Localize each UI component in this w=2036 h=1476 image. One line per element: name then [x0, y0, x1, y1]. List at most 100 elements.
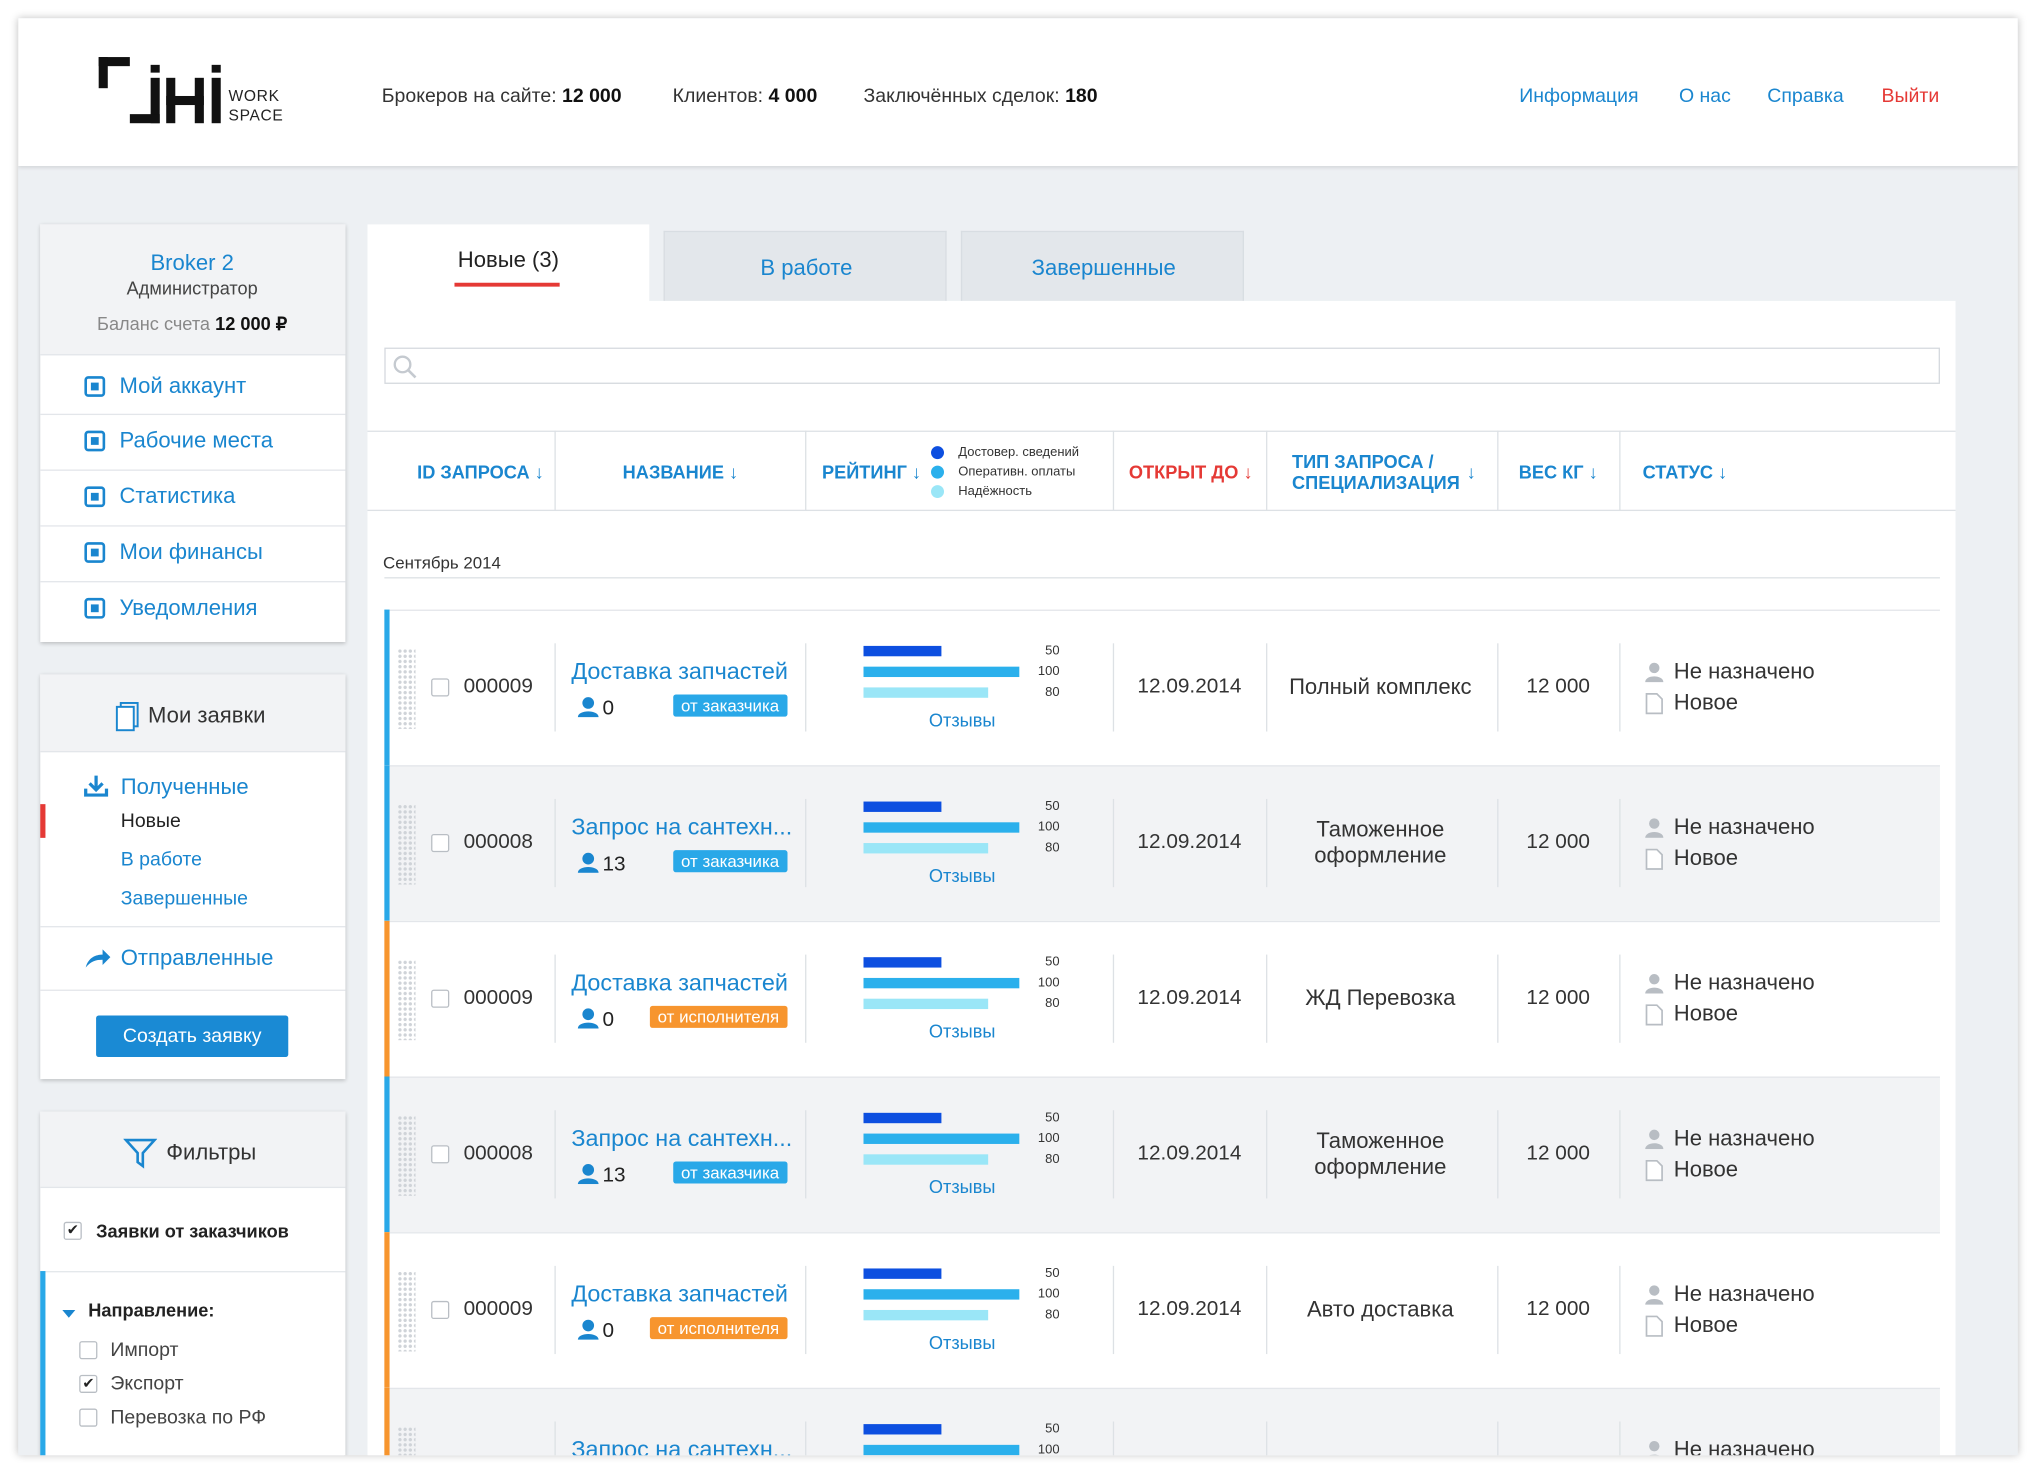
column-header[interactable]: РЕЙТИНГ ↓: [822, 462, 921, 483]
menu-item[interactable]: Мой аккаунт: [119, 373, 247, 399]
stat: Заключённых сделок: 180: [864, 85, 1098, 107]
request-title[interactable]: Доставка запчастей: [571, 658, 788, 685]
menu-item[interactable]: Рабочие места: [119, 428, 274, 453]
cell-divider: [1112, 798, 1115, 888]
request-title[interactable]: Запрос на сантехн...: [571, 1436, 793, 1456]
column-header[interactable]: НАЗВАНИЕ ↓: [623, 462, 738, 483]
icon-part: [1649, 662, 1660, 674]
received-sub-item[interactable]: Новые: [120, 809, 181, 833]
checkbox[interactable]: [431, 1300, 450, 1320]
nav-link[interactable]: О нас: [1678, 84, 1731, 108]
checkbox[interactable]: [79, 1341, 98, 1360]
nav-link[interactable]: Справка: [1767, 84, 1844, 108]
checkbox[interactable]: [431, 1145, 450, 1164]
drag-handle[interactable]: [397, 804, 416, 885]
column-header[interactable]: ВЕС КГ ↓: [1519, 462, 1598, 483]
received-link[interactable]: Полученные: [120, 774, 249, 799]
tab[interactable]: Завершенные: [960, 230, 1244, 301]
reviews-link[interactable]: Отзывы: [928, 865, 996, 886]
status: Новое: [1673, 1156, 1739, 1182]
request-title[interactable]: Доставка запчастей: [571, 969, 788, 996]
checkbox[interactable]: [431, 678, 450, 697]
create-button[interactable]: Создать заявку: [96, 1015, 289, 1058]
balance-label: Баланс счета: [97, 313, 211, 334]
column-header[interactable]: ОТКРЫТ ДО ↓: [1129, 462, 1253, 483]
received-sub-item[interactable]: Завершенные: [120, 887, 248, 910]
check-mark: ✔: [66, 1223, 79, 1239]
received-sub-item[interactable]: В работе: [120, 848, 202, 871]
cell-divider: [805, 1421, 807, 1456]
filters-header: [40, 1111, 346, 1189]
drag-handle[interactable]: [397, 959, 416, 1041]
rating-bar: [863, 977, 1020, 989]
request-title[interactable]: Запрос на сантехн...: [571, 1125, 793, 1152]
nav-link[interactable]: Выйти: [1881, 84, 1940, 108]
tab[interactable]: В работе: [663, 230, 947, 301]
balance: Баланс счета 12 000 ₽: [97, 313, 287, 335]
responses-count: 0: [602, 1009, 615, 1032]
drag-handle[interactable]: [397, 648, 416, 729]
sent-link[interactable]: Отправленные: [120, 945, 274, 971]
column-label: ID ЗАПРОСА: [417, 461, 530, 483]
row-accent: [384, 765, 390, 921]
rating-bar: [863, 1154, 989, 1165]
checkbox[interactable]: [79, 1408, 98, 1427]
reviews-link[interactable]: Отзывы: [928, 1020, 996, 1042]
column-label[interactable]: ТИП ЗАПРОСА / СПЕЦИАЛИЗАЦИЯ: [1292, 451, 1460, 493]
request-title[interactable]: Доставка запчастей: [571, 1280, 788, 1307]
stat-label: Брокеров на сайте:: [381, 84, 557, 108]
checkbox[interactable]: ✔: [63, 1221, 82, 1240]
search-box[interactable]: [384, 347, 1940, 384]
drag-handle[interactable]: [397, 1426, 416, 1456]
header-bar: [18, 18, 2018, 167]
icon-part: [84, 597, 106, 619]
rating-value: 50: [1045, 955, 1060, 970]
cell-divider: [805, 954, 807, 1043]
checkbox[interactable]: [431, 833, 450, 853]
assignee-icon: [1644, 661, 1665, 683]
request-title[interactable]: Запрос на сантехн...: [571, 813, 793, 840]
menu-item[interactable]: Уведомления: [119, 595, 258, 620]
sort-arrow: ↓: [911, 461, 922, 483]
tab[interactable]: Новые (3): [367, 224, 650, 305]
icon-part: [1645, 1159, 1663, 1182]
checkbox[interactable]: [431, 989, 450, 1008]
column-label: СТАТУС: [1642, 461, 1714, 483]
stat: Брокеров на сайте: 12 000: [382, 85, 622, 107]
cell-divider: [1619, 1265, 1621, 1355]
request-type: Таможенное оформление: [1314, 817, 1447, 868]
reviews-link[interactable]: Отзывы: [928, 1176, 996, 1198]
table-row: [384, 765, 1940, 921]
drag-handle[interactable]: [397, 1115, 416, 1196]
icon-part: [211, 77, 221, 124]
column-label: РЕЙТИНГ: [821, 461, 907, 483]
menu-item[interactable]: Мои финансы: [119, 539, 263, 565]
reviews-link[interactable]: Отзывы: [928, 709, 996, 731]
status: Новое: [1673, 845, 1739, 871]
drag-handle[interactable]: [397, 1271, 416, 1352]
cell-divider: [1497, 1421, 1499, 1456]
menu-icon: [83, 485, 106, 508]
row-accent: [384, 1232, 390, 1388]
open-until: 12.09.2014: [1137, 1142, 1242, 1165]
icon-part: [1649, 1285, 1660, 1296]
profile-header: [40, 224, 346, 356]
menu-item[interactable]: Статистика: [119, 483, 236, 509]
icon-part: [115, 705, 135, 732]
cell-divider: [1266, 643, 1268, 732]
column-header[interactable]: ID ЗАПРОСА ↓: [417, 462, 544, 483]
reviews-link[interactable]: Отзывы: [928, 1332, 996, 1353]
icon-part: [84, 542, 106, 563]
checkbox[interactable]: ✔: [79, 1374, 98, 1393]
responses-count: 13: [602, 853, 626, 876]
cell-divider: [1619, 954, 1621, 1043]
nav-link[interactable]: Информация: [1519, 84, 1639, 108]
stat-value: 4 000: [768, 84, 818, 108]
stat-label: Клиентов:: [672, 84, 764, 108]
icon: [1645, 1285, 1664, 1305]
rating-bar: [863, 1424, 942, 1435]
column-header[interactable]: СТАТУС ↓: [1643, 462, 1728, 483]
column-label: НАЗВАНИЕ: [622, 461, 725, 483]
filter-option: Перевозка по РФ: [110, 1406, 267, 1429]
column-label: ОТКРЫТ ДО: [1128, 461, 1239, 483]
